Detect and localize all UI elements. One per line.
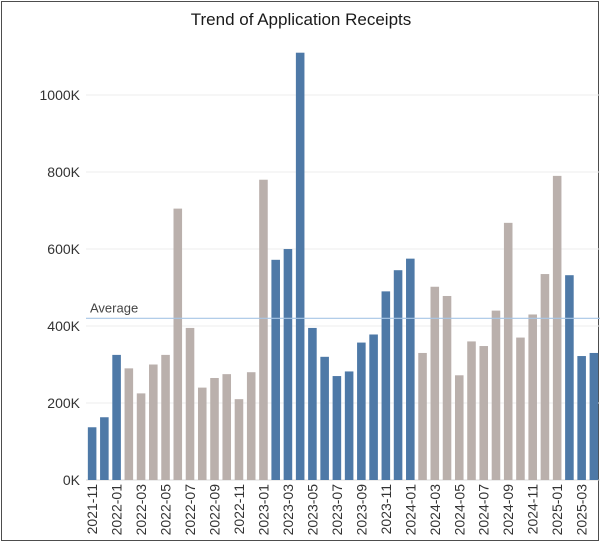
bar-2022-01[interactable]: [112, 354, 121, 480]
bar-2025-02[interactable]: [565, 275, 574, 480]
bar-2022-11[interactable]: [234, 399, 244, 480]
y-tick-label: 800K: [47, 164, 80, 180]
x-tick-label: 2023-03: [280, 484, 296, 536]
bar-2022-08[interactable]: [197, 387, 207, 480]
bar-2023-04[interactable]: [295, 52, 305, 480]
bar-2023-07[interactable]: [332, 376, 342, 480]
x-tick-label: 2023-01: [255, 484, 271, 536]
x-tick-label: 2022-03: [133, 484, 149, 536]
bar-2024-12[interactable]: [540, 274, 550, 480]
x-tick-label: 2023-11: [378, 484, 394, 535]
x-tick-label: 2022-07: [182, 484, 198, 536]
chart-title: Trend of Application Receipts: [190, 10, 412, 29]
bar-2021-11[interactable]: [87, 427, 97, 480]
x-axis: 2021-11 2022-01 2022-03 2022-05 2022-07 2022-…: [84, 484, 590, 536]
x-tick-label: 2025-01: [549, 484, 565, 536]
average-reference: Average: [86, 300, 600, 319]
bar-2022-12[interactable]: [246, 372, 256, 480]
x-tick-label: 2022-09: [207, 484, 223, 536]
x-tick-label: 2024-05: [451, 484, 467, 536]
bar-2024-05[interactable]: [454, 375, 464, 480]
bar-2022-05[interactable]: [161, 354, 170, 480]
bar-2024-11[interactable]: [528, 314, 537, 480]
average-label: Average: [90, 300, 138, 315]
y-tick-label: 400K: [47, 318, 80, 334]
bar-2022-03[interactable]: [136, 393, 146, 480]
x-tick-label: 2024-11: [525, 484, 541, 535]
y-tick-label: 0K: [63, 472, 81, 488]
bar-2024-08[interactable]: [491, 310, 501, 480]
x-tick-label: 2024-09: [500, 484, 516, 536]
bars: [87, 52, 599, 481]
bar-2023-10[interactable]: [369, 334, 378, 480]
bar-2024-07[interactable]: [479, 346, 489, 480]
bar-2022-06[interactable]: [173, 208, 183, 481]
bar-2025-04[interactable]: [589, 352, 599, 480]
bar-2024-10[interactable]: [516, 337, 525, 480]
bar-2023-12[interactable]: [393, 270, 403, 480]
y-tick-label: 1000K: [40, 87, 81, 103]
bar-2022-10[interactable]: [222, 374, 232, 480]
bar-2023-08[interactable]: [344, 371, 354, 480]
bar-2024-02[interactable]: [418, 352, 427, 480]
bar-2023-05[interactable]: [308, 327, 317, 480]
bar-2022-02[interactable]: [124, 368, 134, 480]
x-tick-label: 2025-03: [574, 484, 590, 536]
x-tick-label: 2023-09: [353, 484, 369, 536]
y-axis: 0K 200K 400K 600K 800K 1000K: [40, 87, 81, 488]
x-tick-label: 2024-07: [476, 484, 492, 536]
bar-2023-02[interactable]: [271, 259, 280, 480]
bar-2022-07[interactable]: [185, 327, 195, 480]
bar-2023-03[interactable]: [283, 249, 293, 480]
bar-2023-11[interactable]: [381, 291, 391, 480]
bar-2023-06[interactable]: [320, 356, 329, 480]
y-tick-label: 600K: [47, 241, 80, 257]
x-tick-label: 2023-05: [304, 484, 320, 536]
x-tick-label: 2022-01: [109, 484, 125, 536]
bar-2024-04[interactable]: [442, 295, 452, 480]
x-tick-label: 2022-11: [231, 484, 247, 535]
bar-2025-01[interactable]: [552, 175, 562, 480]
bar-2023-01[interactable]: [259, 179, 268, 481]
x-tick-label: 2024-03: [427, 484, 443, 536]
gridlines: [86, 94, 600, 481]
bar-2024-06[interactable]: [467, 341, 476, 480]
bar-2021-12[interactable]: [100, 417, 109, 480]
x-tick-label: 2023-07: [329, 484, 345, 536]
bar-2024-09[interactable]: [503, 222, 513, 480]
bar-2025-03[interactable]: [577, 356, 586, 480]
bar-2024-01[interactable]: [406, 258, 415, 480]
bar-2022-04[interactable]: [149, 364, 158, 480]
bar-2022-09[interactable]: [210, 377, 219, 480]
x-tick-label: 2021-11: [84, 484, 100, 535]
y-tick-label: 200K: [47, 395, 80, 411]
bar-2023-09[interactable]: [357, 342, 366, 480]
bar-2024-03[interactable]: [430, 286, 440, 480]
x-tick-label: 2022-05: [158, 484, 174, 536]
x-tick-label: 2024-01: [402, 484, 418, 536]
